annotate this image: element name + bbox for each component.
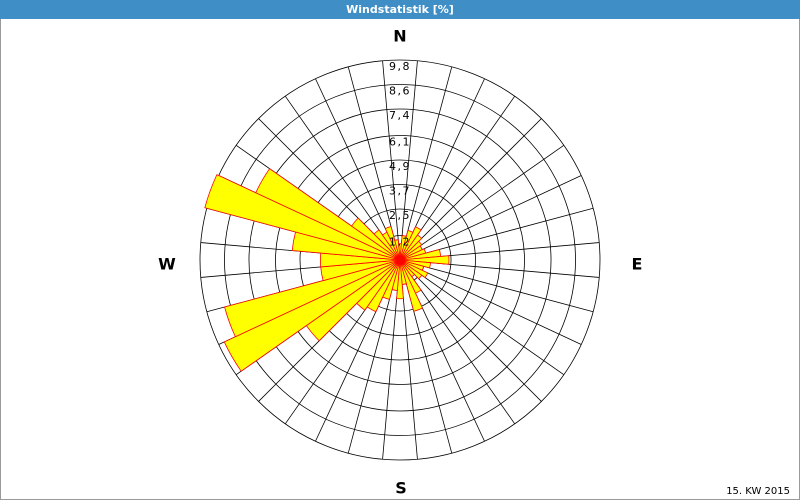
wind-sector <box>224 259 401 338</box>
spoke <box>399 175 582 261</box>
chart-title: Windstatistik [%] <box>346 3 454 16</box>
south-label: S <box>395 479 407 498</box>
ring-label: 1,2 <box>389 236 411 249</box>
spoke <box>399 66 453 261</box>
tick-labels: 1,2 2,5 3,7 4,9 6,1 7,4 8,6 9,8 <box>389 60 411 249</box>
wind-sector <box>255 168 401 261</box>
spoke <box>399 144 565 261</box>
grid-ring <box>275 135 525 385</box>
west-label: W <box>158 255 176 274</box>
spoke <box>399 259 594 313</box>
north-label: N <box>393 27 406 46</box>
wind-sector <box>350 217 401 261</box>
spoke <box>382 60 401 261</box>
ring-label: 4,9 <box>389 160 411 173</box>
bars <box>204 168 450 372</box>
wind-sector <box>373 229 401 261</box>
wind-sector <box>394 239 401 261</box>
ring-label: 7,4 <box>389 109 411 122</box>
spoke <box>399 259 582 345</box>
wind-sector <box>399 259 423 312</box>
wind-sector <box>223 259 401 372</box>
wind-sector <box>384 225 401 261</box>
wind-sector <box>396 259 404 300</box>
grid-ring <box>248 108 552 412</box>
spoke <box>399 259 565 376</box>
ring-label: 2,5 <box>389 209 411 222</box>
wind-sector <box>204 174 401 261</box>
footer: 15. KW 2015 <box>726 486 790 497</box>
wind-sector <box>399 240 423 261</box>
wind-sector <box>399 255 450 265</box>
ring-label: 3,7 <box>389 184 411 197</box>
wind-sector <box>399 234 423 261</box>
wind-sector <box>399 259 423 280</box>
spoke <box>399 118 542 261</box>
grid-ring <box>224 84 576 436</box>
spoke <box>399 259 542 402</box>
ring-label: 9,8 <box>389 60 411 73</box>
title-bar <box>0 0 800 19</box>
spoke <box>399 60 418 261</box>
grid-ring <box>199 59 601 461</box>
ring-label: 8,6 <box>389 84 411 97</box>
east-label: E <box>632 255 643 274</box>
grid-ring <box>299 159 501 361</box>
ring-label: 6,1 <box>389 136 411 149</box>
wind-sector <box>399 226 422 261</box>
